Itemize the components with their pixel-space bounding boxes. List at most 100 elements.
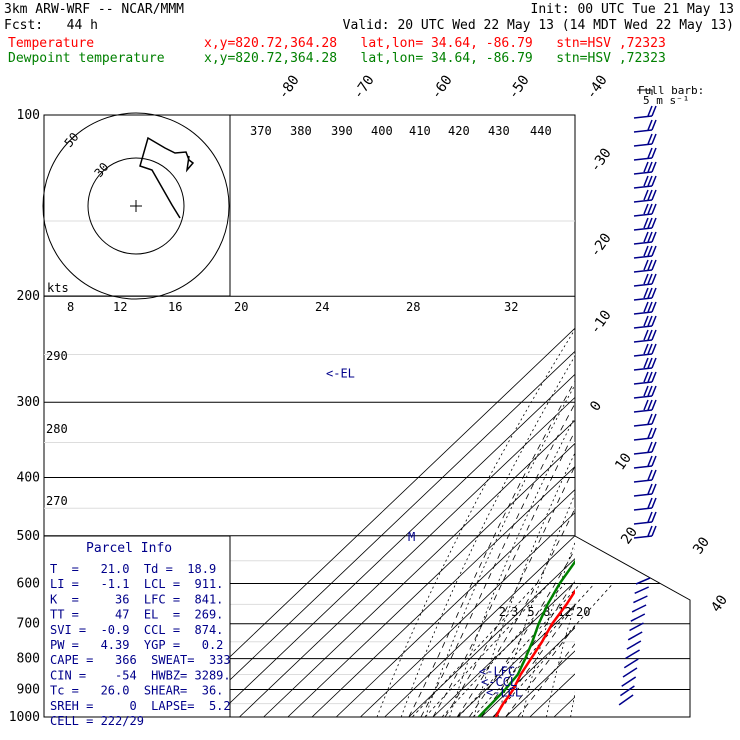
barb-flag xyxy=(643,231,649,243)
moist-adiabat xyxy=(432,430,575,717)
parcel-info-row: LI = -1.1 LCL = 911. xyxy=(50,577,223,591)
barb-shaft xyxy=(633,283,653,287)
wind-barb xyxy=(625,649,640,660)
parcel-info-frame xyxy=(43,535,231,718)
barb-shaft xyxy=(633,325,653,329)
wind-barb xyxy=(623,658,639,669)
isotherm-label: 20 xyxy=(618,524,641,547)
wind-barb xyxy=(630,613,646,622)
parcel-info-row: Tc = 26.0 SHEAR= 36. xyxy=(50,684,223,698)
barb-legend-title: Full barb: xyxy=(638,84,704,97)
barb-flag xyxy=(651,329,657,341)
isotherm-line xyxy=(239,396,575,717)
theta-label: 380 xyxy=(290,124,312,138)
moist-adiabat xyxy=(481,580,575,717)
barb-shaft xyxy=(633,157,653,161)
barb-shaft xyxy=(633,129,653,133)
isobar-label: 400 xyxy=(17,470,40,485)
barb-flag xyxy=(651,175,657,187)
dry-adiabat xyxy=(497,492,575,717)
wind-barb xyxy=(633,343,657,357)
theta-label: 440 xyxy=(530,124,552,138)
barb-shaft xyxy=(633,227,653,231)
moist-adiabat xyxy=(456,507,575,717)
barb-shaft xyxy=(633,241,653,245)
barb-flag xyxy=(647,245,653,257)
dry-adiabat xyxy=(400,355,575,717)
isotherm-line xyxy=(190,350,575,717)
hodograph-scale-label: 16 xyxy=(168,300,182,314)
barb-flag xyxy=(643,371,649,383)
barb-flag xyxy=(647,441,653,453)
wind-barb xyxy=(633,469,657,483)
isotherm-label: -60 xyxy=(428,72,456,102)
theta-label: 270 xyxy=(46,494,68,508)
barb-flag xyxy=(643,287,649,299)
wind-barb xyxy=(633,231,657,245)
mixing-ratio-line xyxy=(441,583,566,717)
wind-barb xyxy=(627,631,643,641)
wind-barb xyxy=(633,385,657,399)
theta-label: 370 xyxy=(250,124,272,138)
barb-flag xyxy=(651,343,657,355)
barb-flag xyxy=(651,147,657,159)
mixing-ratio-label: 20 xyxy=(576,605,590,619)
barb-flag xyxy=(643,259,649,271)
wind-barb xyxy=(633,497,657,511)
barb-flag xyxy=(651,245,657,257)
isobar-label: 600 xyxy=(17,576,40,591)
isotherms xyxy=(166,327,575,717)
wind-barb xyxy=(633,133,657,147)
barb-flag xyxy=(651,497,657,509)
wind-barb xyxy=(633,511,657,525)
moist-adiabat xyxy=(517,643,575,717)
hodograph-scale-label: 32 xyxy=(504,300,518,314)
barb-flag xyxy=(643,217,649,229)
isotherm-line xyxy=(335,489,575,717)
hodograph-frame xyxy=(43,114,231,297)
dry-adiabat xyxy=(473,451,575,717)
barb-flag xyxy=(647,259,653,271)
isotherm-label: 40 xyxy=(708,592,731,615)
parcel-info-row: K = 36 LFC = 841. xyxy=(50,592,223,606)
isobar-label: 500 xyxy=(17,529,40,544)
barb-flag xyxy=(647,217,653,229)
barb-flag xyxy=(651,315,657,327)
wind-barb xyxy=(633,287,657,301)
isotherm-line xyxy=(287,442,575,717)
wind-barb xyxy=(633,301,657,315)
wind-barb xyxy=(633,217,657,231)
barb-flag xyxy=(643,301,649,313)
barb-shaft xyxy=(633,185,653,189)
parcel-info-row: T = 21.0 Td = 18.9 xyxy=(50,562,216,576)
barb-flag xyxy=(651,427,657,439)
wind-barb xyxy=(635,577,651,585)
wind-barb xyxy=(633,245,657,259)
barb-shaft xyxy=(633,395,653,399)
parcel-info-row: PW = 4.39 YGP = 0.2 xyxy=(50,638,223,652)
barb-flag xyxy=(651,105,657,117)
dry-adiabat xyxy=(667,115,740,717)
wind-barb xyxy=(633,161,657,175)
dry-adiabats xyxy=(376,115,740,717)
barb-flag xyxy=(647,161,653,173)
wind-barb xyxy=(629,622,644,632)
wind-barb xyxy=(633,595,648,604)
barb-shaft xyxy=(633,367,653,371)
barb-flag xyxy=(643,343,649,355)
barb-flag xyxy=(651,371,657,383)
parcel-info-row: SVI = -0.9 CCL = 874. xyxy=(50,623,223,637)
moist-adiabat xyxy=(468,548,575,717)
barb-flag xyxy=(651,287,657,299)
barb-flag xyxy=(651,441,657,453)
barb-flag xyxy=(643,357,649,369)
wind-barb xyxy=(634,586,650,594)
parcel-info-box: Parcel Info T = 21.0 Td = 18.9LI = -1.1 L… xyxy=(43,535,231,728)
hodograph-scale-label: 12 xyxy=(113,300,127,314)
wind-barb xyxy=(633,203,657,217)
barb-shaft xyxy=(633,269,653,273)
barb-flag xyxy=(643,161,649,173)
mixing-ratio-line xyxy=(458,583,581,717)
theta-label: 410 xyxy=(409,124,431,138)
